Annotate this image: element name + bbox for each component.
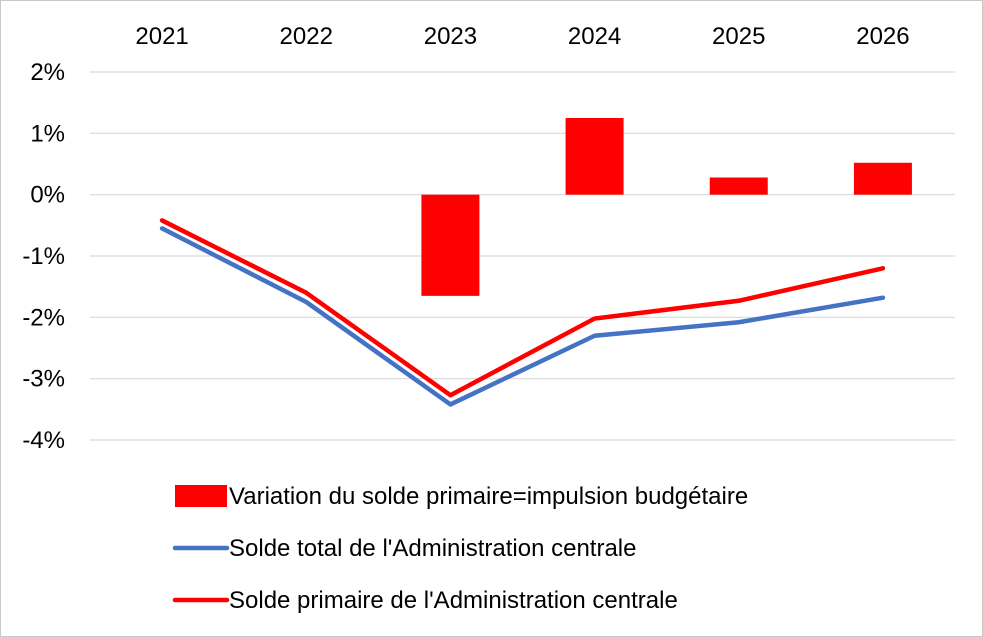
- bar-2025: [709, 177, 768, 195]
- gridlines: [90, 71, 955, 441]
- legend-label: Solde primaire de l'Administration centr…: [229, 587, 678, 614]
- series-line-1: [159, 226, 886, 407]
- x-tick-label: 2021: [135, 23, 188, 50]
- bar-2024: [565, 118, 624, 195]
- series-line-2: [159, 218, 886, 398]
- legend-label: Variation du solde primaire=impulsion bu…: [229, 483, 748, 510]
- y-tick-labels: 2% 1% 0% -1% -2% -3% -4%: [22, 59, 65, 454]
- legend-swatch-bar: [175, 485, 227, 507]
- y-tick-label: 2%: [30, 59, 65, 86]
- y-tick-label: -2%: [22, 304, 65, 331]
- x-tick-label: 2023: [424, 23, 477, 50]
- y-tick-label: -1%: [22, 243, 65, 270]
- y-tick-label: -4%: [22, 427, 65, 454]
- bar-2023: [421, 194, 480, 296]
- x-tick-label: 2022: [280, 23, 333, 50]
- x-tick-label: 2026: [856, 23, 909, 50]
- x-tick-labels: 2021 2022 2023 2024 2025 2026: [135, 23, 909, 50]
- x-tick-label: 2025: [712, 23, 765, 50]
- bar-series: [421, 118, 912, 296]
- line-series: [159, 218, 886, 407]
- x-tick-label: 2024: [568, 23, 621, 50]
- legend-label: Solde total de l'Administration centrale: [229, 535, 636, 562]
- y-tick-label: 0%: [30, 182, 65, 209]
- bar-2026: [853, 162, 912, 195]
- legend: Variation du solde primaire=impulsion bu…: [172, 483, 748, 614]
- y-tick-label: -3%: [22, 366, 65, 393]
- y-tick-label: 1%: [30, 120, 65, 147]
